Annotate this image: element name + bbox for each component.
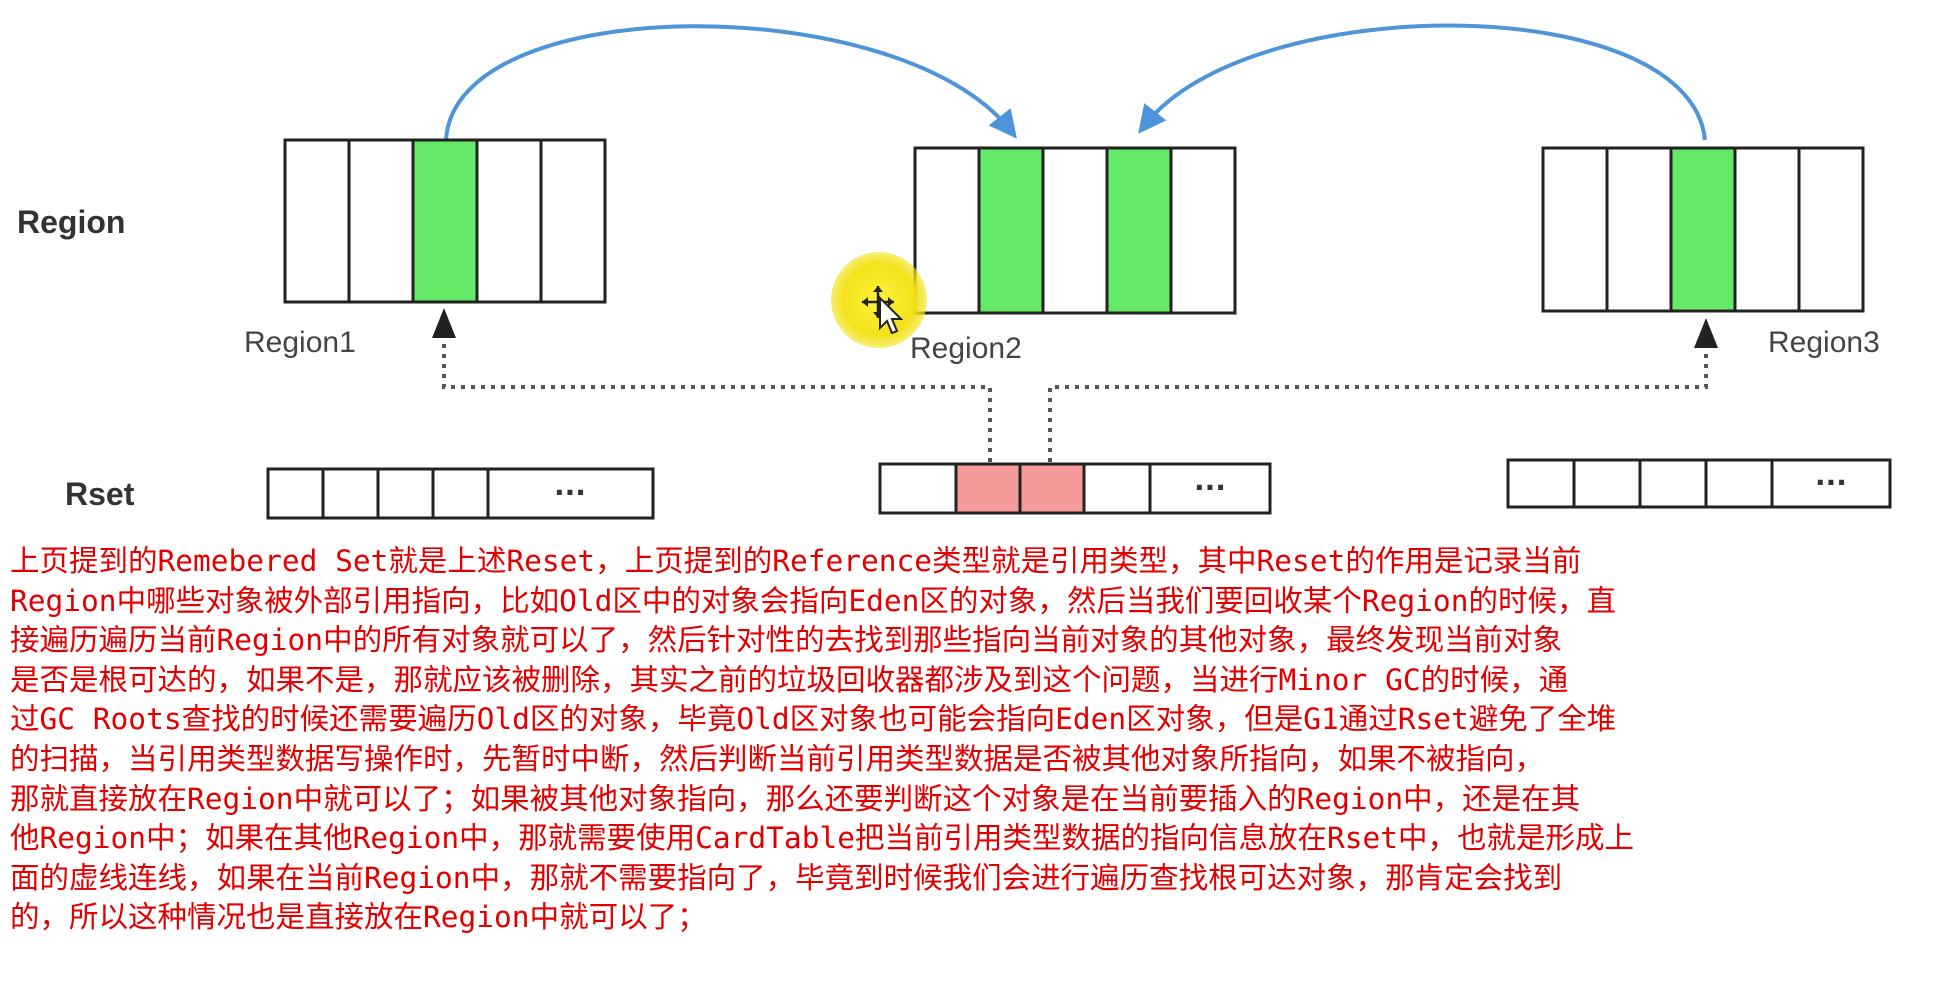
rset1-block: ··· (266, 467, 655, 520)
move-cursor-icon (831, 252, 927, 348)
region3-block (1541, 146, 1865, 313)
rset-diagram: Region Rset Region1 Region2 Region3 (17, 23, 1892, 520)
rset2-ellipsis: ··· (1194, 471, 1226, 504)
region-cell (347, 138, 415, 304)
explanation-line: 他Region中；如果在其他Region中，那就需要使用CardTable把当前… (10, 821, 1635, 856)
rset-cell-highlighted (1018, 462, 1086, 515)
rset-cell (1572, 458, 1642, 509)
rset-cell-ellipsis (1148, 462, 1272, 515)
region1-caption: Region1 (244, 326, 356, 359)
rset-cell (1506, 458, 1576, 509)
rset-cell (321, 467, 380, 520)
dotted-link-rset2-to-region3 (1048, 342, 1708, 462)
explanation-text: 上页提到的Remebered Set就是上述Reset，上页提到的Referen… (10, 542, 1945, 938)
region-cell (913, 146, 981, 315)
rset1-ellipsis: ··· (554, 476, 586, 509)
explanation-line: 上页提到的Remebered Set就是上述Reset，上页提到的Referen… (10, 544, 1582, 578)
rset-cell-ellipsis (486, 467, 655, 520)
rset-cell (376, 467, 435, 520)
region-row-label: Region (17, 204, 125, 240)
region-cell-highlighted (1105, 146, 1173, 315)
region2-block (913, 146, 1237, 315)
region-cell-highlighted (977, 146, 1045, 315)
explanation-line: 是否是根可达的，如果不是，那就应该被删除，其实之前的垃圾回收器都涉及到这个问题，… (10, 662, 1569, 697)
rset-cell (431, 467, 490, 520)
region1-block (283, 138, 607, 304)
explanation-line: 的，所以这种情况也是直接放在Region中就可以了； (10, 900, 707, 935)
region3-caption: Region3 (1768, 326, 1880, 359)
rset2-block: ··· (878, 462, 1272, 515)
rset3-ellipsis: ··· (1815, 466, 1847, 499)
explanation-line: 那就直接放在Region中就可以了；如果被其他对象指向，那么还要判断这个对象是在… (10, 781, 1581, 816)
region-cell (283, 138, 351, 304)
explanation-line: 的扫描，当引用类型数据写操作时，先暂时中断，然后判断当前引用类型数据是否被其他对… (10, 741, 1545, 776)
region-cell (1041, 146, 1109, 315)
rset-cell-ellipsis (1770, 458, 1892, 509)
region-cell (1733, 146, 1801, 313)
rset-cell (878, 462, 958, 515)
dotted-link-rset2-to-region1 (442, 330, 992, 462)
rset-cell (1638, 458, 1708, 509)
region-cell (1541, 146, 1609, 313)
rset-cell-highlighted (954, 462, 1022, 515)
region-cell-highlighted (1669, 146, 1737, 313)
explanation-line: 面的虚线连线，如果在当前Region中，那就不需要指向了，毕竟到时候我们会进行遍… (10, 860, 1563, 895)
rset-cell (1704, 458, 1774, 509)
arrowhead-up-region1 (432, 308, 456, 338)
reference-arrow-region3-to-region2 (1138, 23, 1707, 141)
region2-caption: Region2 (910, 332, 1022, 365)
reference-arrow-region1-to-region2 (444, 24, 1017, 141)
rset3-block: ··· (1506, 458, 1892, 509)
explanation-line: 接遍历遍历当前Region中的所有对象就可以了，然后针对性的去找到那些指向当前对… (10, 623, 1563, 658)
region-cell-highlighted (411, 138, 479, 304)
explanation-line: Region中哪些对象被外部引用指向，比如Old区中的对象会指向Eden区的对象… (10, 583, 1616, 618)
region-cell (475, 138, 543, 304)
region-cell (1605, 146, 1673, 313)
region-cell (539, 138, 607, 304)
explanation-line: 过GC Roots查找的时候还需要遍历Old区的对象，毕竟Old区对象也可能会指… (10, 702, 1617, 737)
rset-row-label: Rset (65, 476, 135, 512)
region-cell (1169, 146, 1237, 315)
region-cell (1797, 146, 1865, 313)
rset-cell (1082, 462, 1152, 515)
rset-cell (266, 467, 325, 520)
arrowhead-up-region3 (1694, 318, 1718, 348)
